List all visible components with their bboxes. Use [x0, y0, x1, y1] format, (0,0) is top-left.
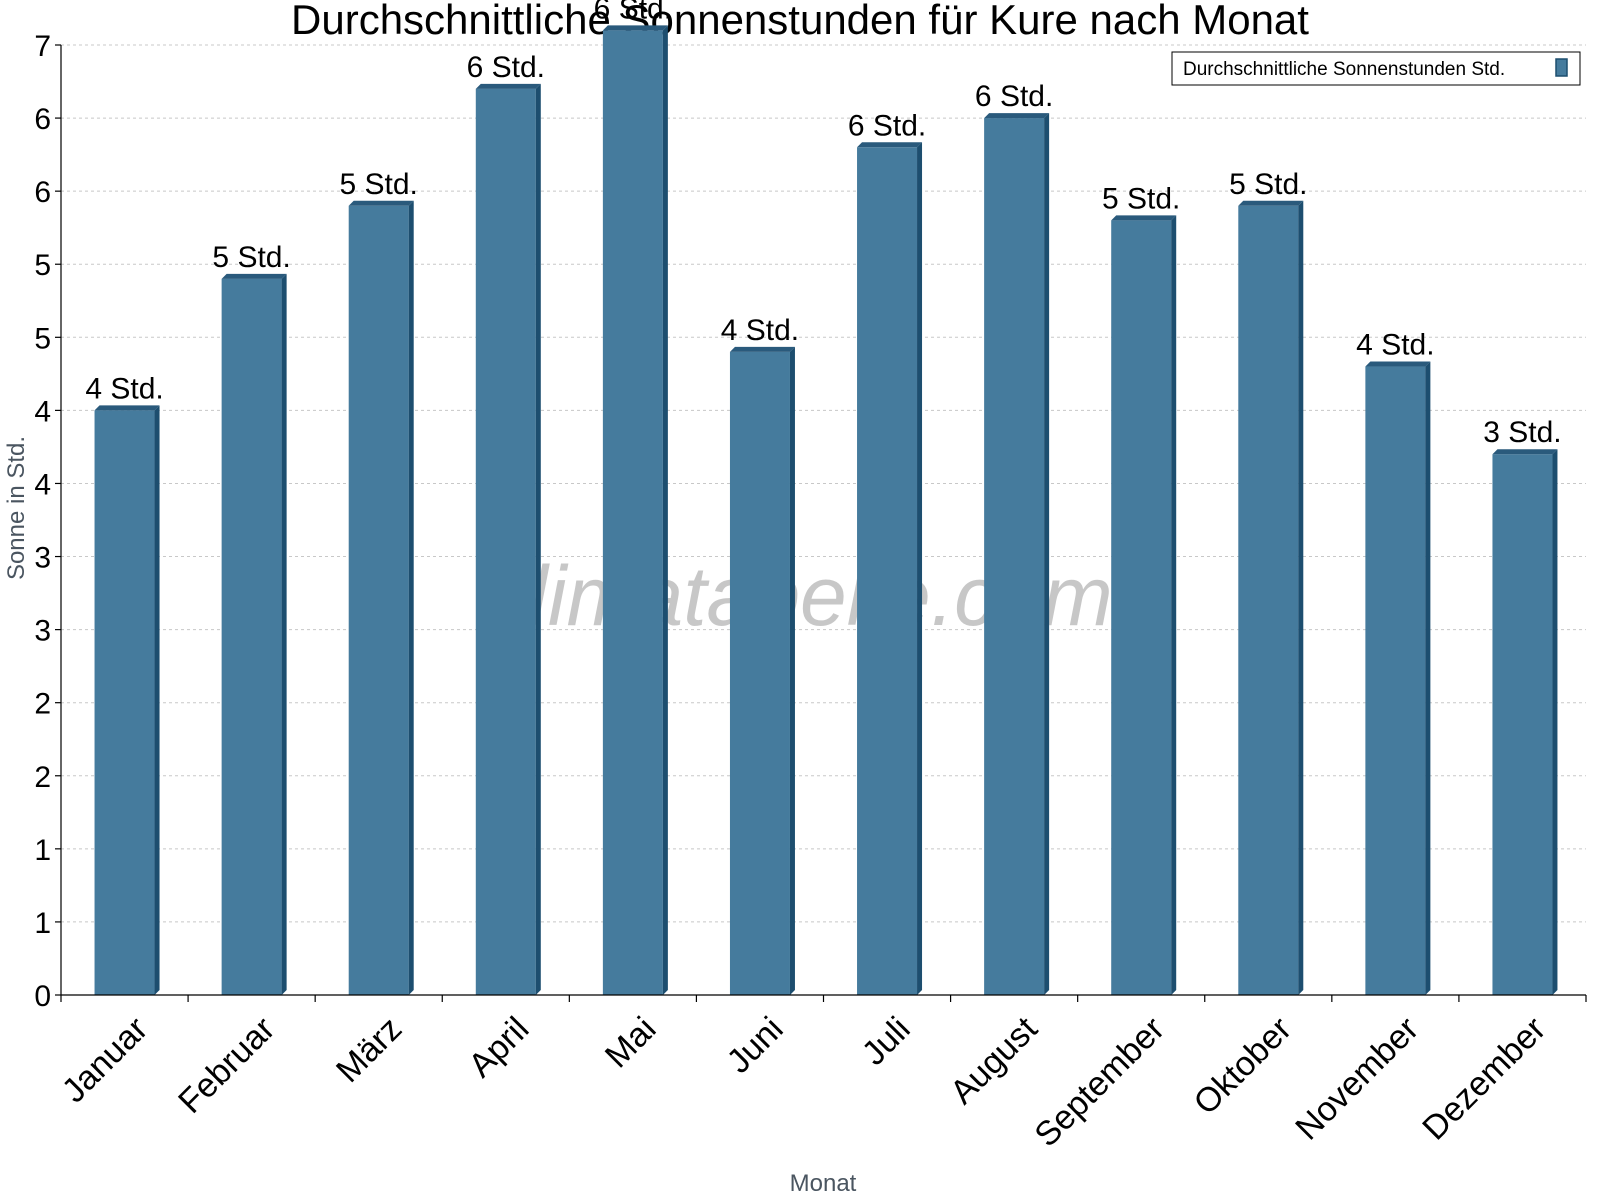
y-tick-label: 2 [34, 688, 51, 721]
bar-top [1111, 215, 1177, 221]
x-category-label: November [1288, 1010, 1426, 1148]
bar [348, 205, 409, 995]
legend-box [1171, 51, 1581, 86]
bar-top [1365, 361, 1431, 367]
bar-top [475, 83, 541, 89]
bar-group [1365, 361, 1431, 995]
bar-top [94, 405, 160, 411]
y-tick-label: 3 [34, 615, 51, 648]
x-category-label: Juni [720, 1010, 791, 1081]
bar-top [1238, 200, 1304, 206]
bar-group [348, 200, 414, 995]
chart-title: Durchschnittliche Sonnenstunden für Kure… [291, 0, 1309, 43]
bar [1111, 220, 1172, 995]
axes [55, 44, 1587, 1002]
bar-side [408, 200, 414, 995]
bar [602, 30, 663, 995]
bar-side [1171, 215, 1177, 995]
x-category-label: Januar [55, 1010, 155, 1110]
bar-group [221, 273, 287, 995]
bar-group [984, 113, 1050, 996]
bar-side [1044, 113, 1050, 996]
data-label: 4 Std. [1356, 329, 1434, 362]
y-tick-label: 0 [34, 980, 51, 1013]
y-tick-label: 5 [34, 322, 51, 355]
data-label: 6 Std. [594, 0, 672, 25]
x-category-label: Februar [171, 1010, 282, 1121]
bar-group [475, 83, 541, 996]
bar-group [1111, 215, 1177, 995]
bar [221, 278, 282, 995]
x-category-label: August [943, 1009, 1045, 1111]
bar-top [729, 346, 795, 352]
x-category-label: Dezember [1415, 1010, 1553, 1148]
bar-group [857, 142, 923, 996]
x-category-label: Juli [855, 1010, 918, 1073]
data-label: 4 Std. [721, 314, 799, 347]
bar-top [348, 200, 414, 206]
bar-top [602, 25, 668, 31]
bar-group [94, 405, 160, 995]
y-tick-label: 6 [34, 176, 51, 209]
y-tick-label: 1 [34, 834, 51, 867]
bar-group [729, 346, 795, 995]
bar-side [1298, 200, 1304, 995]
gridlines [61, 44, 1586, 923]
data-label: 5 Std. [1102, 182, 1180, 215]
bar [94, 410, 155, 995]
x-category-label: Mai [598, 1010, 664, 1076]
bar [984, 118, 1045, 996]
bar-group [1238, 200, 1304, 995]
bar [475, 88, 536, 996]
bar-side [917, 142, 923, 996]
bar [1492, 454, 1553, 995]
bar [1238, 205, 1299, 995]
y-tick-label: 4 [34, 468, 51, 501]
bar-side [535, 83, 541, 996]
data-label: 4 Std. [85, 372, 163, 405]
legend-label: Durchschnittliche Sonnenstunden Std. [1183, 59, 1505, 80]
bar-top [1492, 449, 1558, 455]
bars [94, 25, 1558, 996]
x-category-label: September [1027, 1010, 1171, 1154]
y-tick-label: 3 [34, 542, 51, 575]
y-tick-label: 4 [34, 395, 51, 428]
legend: Durchschnittliche Sonnenstunden Std. [1171, 51, 1581, 86]
data-label: 6 Std. [467, 51, 545, 84]
y-tick-label: 1 [34, 907, 51, 940]
y-tick-label: 6 [34, 103, 51, 136]
bar [729, 351, 790, 995]
bar-side [1552, 449, 1558, 995]
bar-top [221, 273, 287, 279]
y-tick-label: 7 [34, 30, 51, 63]
bar-side [1425, 361, 1431, 995]
x-category-label: April [461, 1010, 536, 1085]
bar-group [602, 25, 668, 995]
bar [857, 147, 918, 996]
bar-side [281, 273, 287, 995]
data-label: 3 Std. [1483, 416, 1561, 449]
data-label: 5 Std. [212, 241, 290, 274]
y-axis-title: Sonne in Std. [3, 436, 30, 580]
legend-swatch [1555, 58, 1568, 77]
bar-top [984, 113, 1050, 119]
x-axis-title: Monat [790, 1170, 857, 1197]
bar-side [154, 405, 160, 995]
bar [1365, 366, 1426, 995]
x-category-label: März [329, 1010, 409, 1090]
data-label: 6 Std. [975, 80, 1053, 113]
y-tick-label: 2 [34, 761, 51, 794]
bar-group [1492, 449, 1558, 995]
bar-side [662, 25, 668, 995]
data-label: 6 Std. [848, 109, 926, 142]
bar-side [789, 346, 795, 995]
data-label: 5 Std. [1229, 168, 1307, 201]
data-label: 5 Std. [340, 168, 418, 201]
x-category-label: Oktober [1187, 1010, 1299, 1122]
bar-top [857, 142, 923, 148]
y-tick-label: 5 [34, 249, 51, 282]
